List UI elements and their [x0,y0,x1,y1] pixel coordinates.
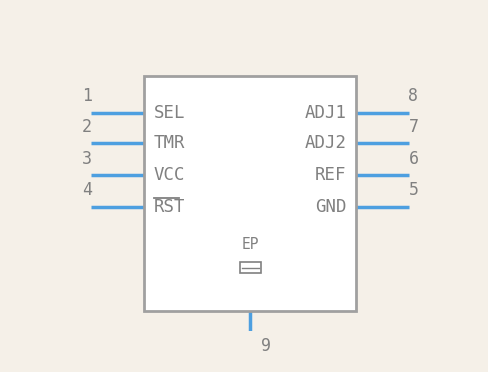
Text: 5: 5 [408,181,419,199]
Text: RST: RST [154,198,185,215]
Text: TMR: TMR [154,134,185,152]
Text: 7: 7 [408,118,419,136]
Text: 3: 3 [81,150,92,168]
Text: EP: EP [242,237,259,252]
Text: 6: 6 [408,150,419,168]
Text: REF: REF [315,166,346,184]
Text: 1: 1 [81,87,92,105]
Text: 2: 2 [81,118,92,136]
Text: 4: 4 [81,181,92,199]
Text: 9: 9 [262,337,271,355]
Text: ADJ1: ADJ1 [305,103,346,122]
Text: SEL: SEL [154,103,185,122]
Bar [240,262,261,273]
Bar [144,76,356,311]
Text: 8: 8 [408,87,419,105]
Text: VCC: VCC [154,166,185,184]
Text: ADJ2: ADJ2 [305,134,346,152]
Text: GND: GND [315,198,346,215]
